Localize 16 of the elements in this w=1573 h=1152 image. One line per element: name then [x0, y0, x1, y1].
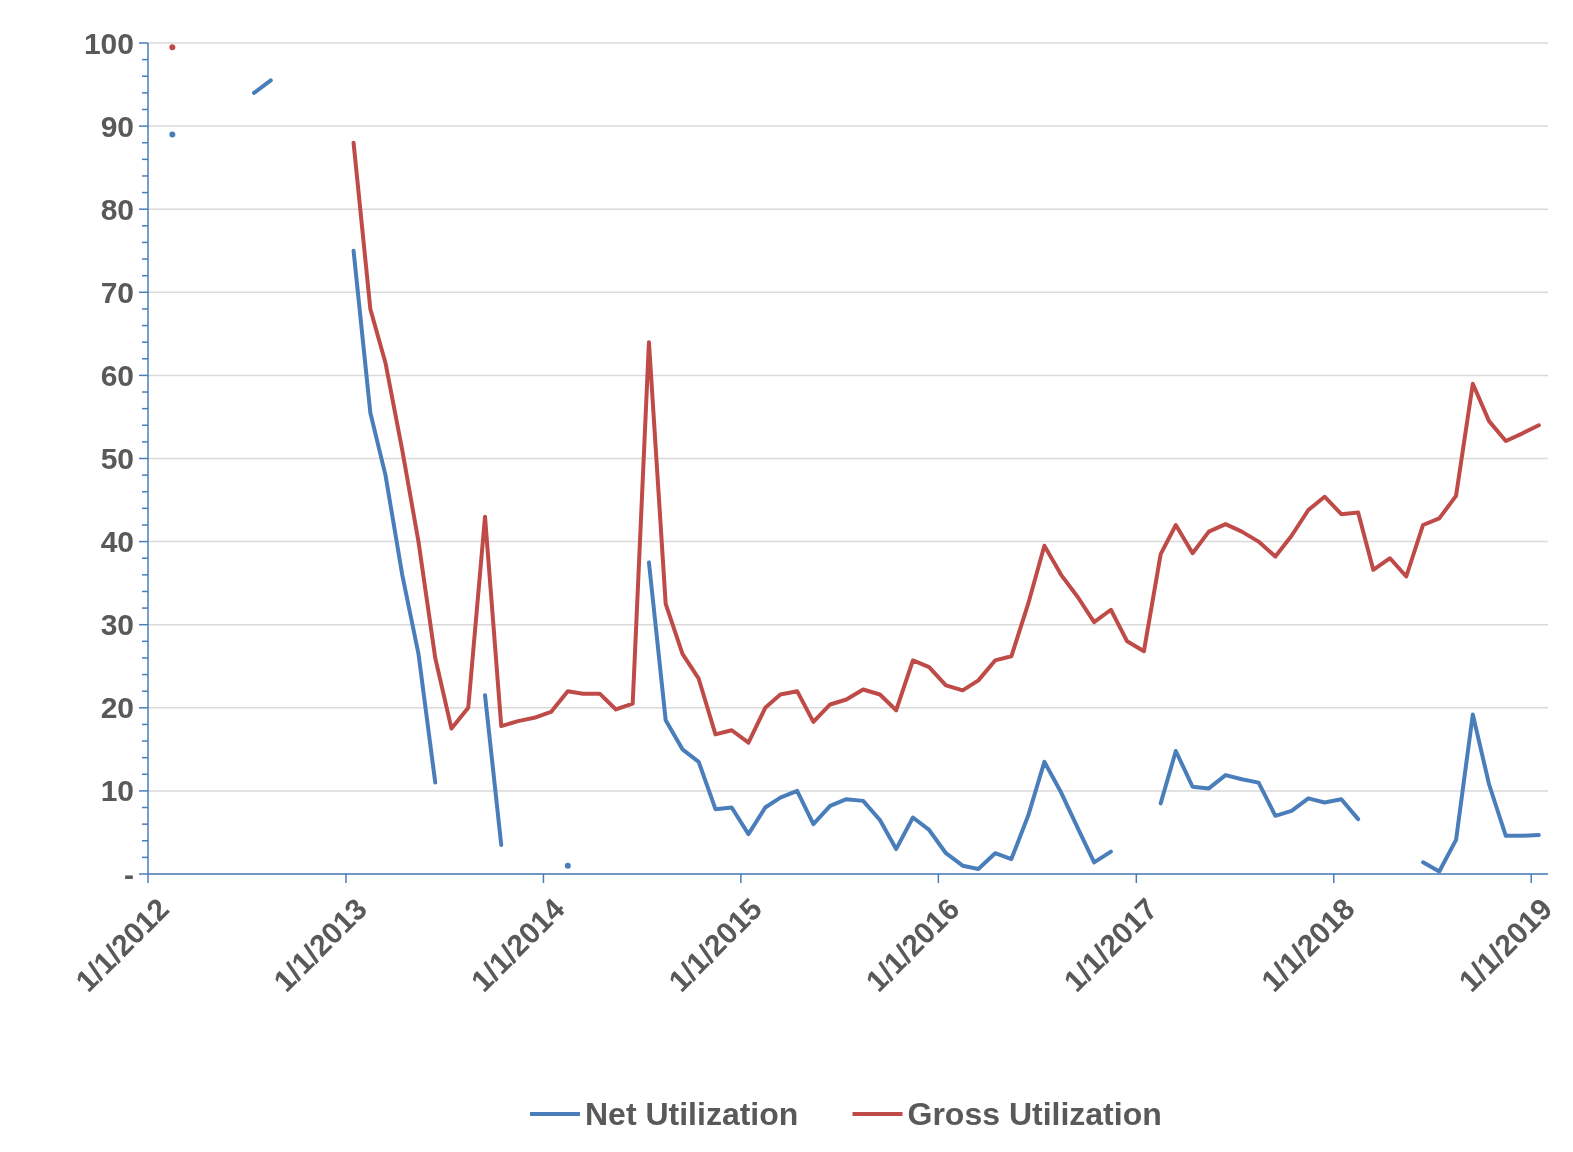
y-tick-label: 50: [100, 442, 134, 475]
point: [169, 131, 176, 138]
y-tick-label: 70: [100, 275, 134, 309]
y-tick-label: 90: [100, 109, 134, 143]
y-tick-label: 40: [100, 525, 134, 559]
y-tick-label: 100: [83, 26, 134, 60]
y-tick-label: 80: [100, 192, 134, 226]
y-tick-label: -: [124, 857, 134, 891]
y-tick-label: 10: [100, 774, 134, 808]
point: [564, 862, 571, 869]
legend-label: Gross Utilization: [907, 1096, 1162, 1133]
point: [169, 44, 176, 51]
y-tick-label: 20: [100, 691, 134, 725]
legend-label: Net Utilization: [585, 1096, 799, 1133]
y-tick-label: 60: [100, 358, 134, 392]
y-tick-label: 30: [100, 608, 134, 642]
